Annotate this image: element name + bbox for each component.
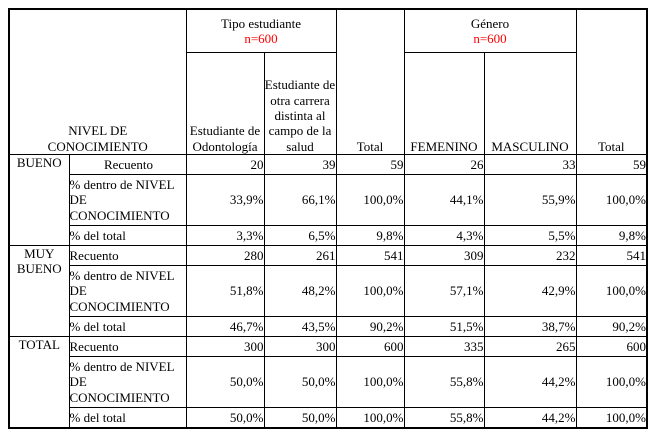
value-cell: 50,0% — [263, 356, 337, 408]
value-cell: 50,0% — [263, 407, 337, 429]
value-cell: 600 — [575, 336, 648, 357]
table-row: % del total 50,0% 50,0% 100,0% 55,8% 44,… — [9, 407, 648, 429]
value-cell: 100,0% — [335, 407, 405, 429]
value-cell: 300 — [185, 336, 265, 357]
value-cell: 232 — [483, 245, 577, 266]
value-cell: 541 — [575, 245, 648, 266]
value-cell: 46,7% — [185, 316, 265, 337]
row-group-label-muy-bueno: MUY BUENO — [8, 245, 70, 337]
sample-size-badge: n=600 — [244, 31, 278, 46]
table-row: % del total 3,3% 6,5% 9,8% 4,3% 5,5% 9,8… — [9, 225, 648, 246]
table-row: % dentro de NIVEL DE CONOCIMIENTO 33,9% … — [9, 174, 648, 226]
value-cell: 33 — [483, 154, 577, 175]
value-cell: 309 — [403, 245, 485, 266]
value-cell: 48,2% — [263, 265, 337, 317]
value-cell: 280 — [185, 245, 265, 266]
value-cell: 55,8% — [403, 407, 485, 429]
col-header-otra-carrera: Estudiante de otra carrera distinta al c… — [263, 52, 337, 155]
value-cell: 26 — [403, 154, 485, 175]
col-header-odontologia: Estudiante de Odontología — [185, 52, 265, 155]
value-cell: 100,0% — [575, 407, 648, 429]
value-cell: 51,5% — [403, 316, 485, 337]
stat-label: % del total — [68, 407, 187, 429]
table-row: BUENO Recuento 20 39 59 26 33 59 — [8, 154, 648, 246]
col-header-femenino: FEMENINO — [403, 52, 485, 155]
group-title: Género — [470, 15, 510, 31]
value-cell: 66,1% — [263, 174, 337, 226]
value-cell: 261 — [263, 245, 337, 266]
value-cell: 335 — [403, 336, 485, 357]
value-cell: 4,3% — [403, 225, 485, 246]
value-cell: 39 — [263, 154, 337, 175]
stat-label: Recuento — [68, 245, 187, 266]
value-cell: 5,5% — [483, 225, 577, 246]
value-cell: 3,3% — [185, 225, 265, 246]
row-group-label-total: TOTAL — [8, 336, 70, 429]
genero-group-header: Género n=600 — [403, 8, 577, 53]
stat-label: % dentro de NIVEL DE CONOCIMIENTO — [68, 356, 187, 408]
value-cell: 541 — [335, 245, 405, 266]
table-row: MUY BUENO Recuento 280 261 541 309 232 5… — [8, 245, 648, 337]
value-cell: 59 — [575, 154, 648, 175]
value-cell: 20 — [185, 154, 265, 175]
value-cell: 100,0% — [335, 356, 405, 408]
value-cell: 44,1% — [403, 174, 485, 226]
value-cell: 42,9% — [483, 265, 577, 317]
col-header-total-tipo: Total — [335, 8, 405, 155]
row-dimension-title: NIVEL DE CONOCIMIENTO — [47, 123, 148, 154]
table-row: % del total 46,7% 43,5% 90,2% 51,5% 38,7… — [9, 316, 648, 337]
value-cell: 265 — [483, 336, 577, 357]
col-header-masculino: MASCULINO — [483, 52, 577, 155]
table-row: % dentro de NIVEL DE CONOCIMIENTO 51,8% … — [9, 265, 648, 317]
value-cell: 6,5% — [263, 225, 337, 246]
group-title: Tipo estudiante — [220, 15, 302, 31]
value-cell: 9,8% — [575, 225, 648, 246]
value-cell: 9,8% — [335, 225, 405, 246]
value-cell: 44,2% — [483, 356, 577, 408]
value-cell: 33,9% — [185, 174, 265, 226]
value-cell: 90,2% — [335, 316, 405, 337]
value-cell: 57,1% — [403, 265, 485, 317]
value-cell: 38,7% — [483, 316, 577, 337]
sample-size-badge: n=600 — [473, 31, 507, 46]
value-cell: 100,0% — [335, 174, 405, 226]
stat-label: Recuento — [68, 154, 187, 175]
value-cell: 43,5% — [263, 316, 337, 337]
corner-header: NIVEL DE CONOCIMIENTO — [8, 8, 187, 155]
value-cell: 100,0% — [575, 265, 648, 317]
value-cell: 50,0% — [185, 356, 265, 408]
value-cell: 59 — [335, 154, 405, 175]
tipo-estudiante-group-header: Tipo estudiante n=600 — [185, 8, 337, 53]
stat-label: % dentro de NIVEL DE CONOCIMIENTO — [68, 265, 187, 317]
stat-label: % dentro de NIVEL DE CONOCIMIENTO — [68, 174, 187, 226]
value-cell: 51,8% — [185, 265, 265, 317]
value-cell: 55,9% — [483, 174, 577, 226]
table-row: TOTAL Recuento 300 300 600 335 265 600 — [8, 336, 648, 429]
value-cell: 600 — [335, 336, 405, 357]
stat-label: % del total — [68, 225, 187, 246]
value-cell: 90,2% — [575, 316, 648, 337]
value-cell: 100,0% — [575, 356, 648, 408]
header-row-columns: Estudiante de Odontología Estudiante de … — [9, 52, 647, 155]
row-group-label-bueno: BUENO — [8, 154, 70, 246]
table-row: % dentro de NIVEL DE CONOCIMIENTO 50,0% … — [9, 356, 648, 408]
value-cell: 44,2% — [483, 407, 577, 429]
crosstab-table: NIVEL DE CONOCIMIENTO Tipo estudiante n=… — [8, 8, 649, 429]
col-header-total-genero: Total — [575, 8, 648, 155]
stat-label: Recuento — [68, 336, 187, 357]
value-cell: 55,8% — [403, 356, 485, 408]
value-cell: 100,0% — [575, 174, 648, 226]
value-cell: 50,0% — [185, 407, 265, 429]
value-cell: 100,0% — [335, 265, 405, 317]
stat-label: % del total — [68, 316, 187, 337]
value-cell: 300 — [263, 336, 337, 357]
header-row-groups: NIVEL DE CONOCIMIENTO Tipo estudiante n=… — [8, 8, 648, 155]
